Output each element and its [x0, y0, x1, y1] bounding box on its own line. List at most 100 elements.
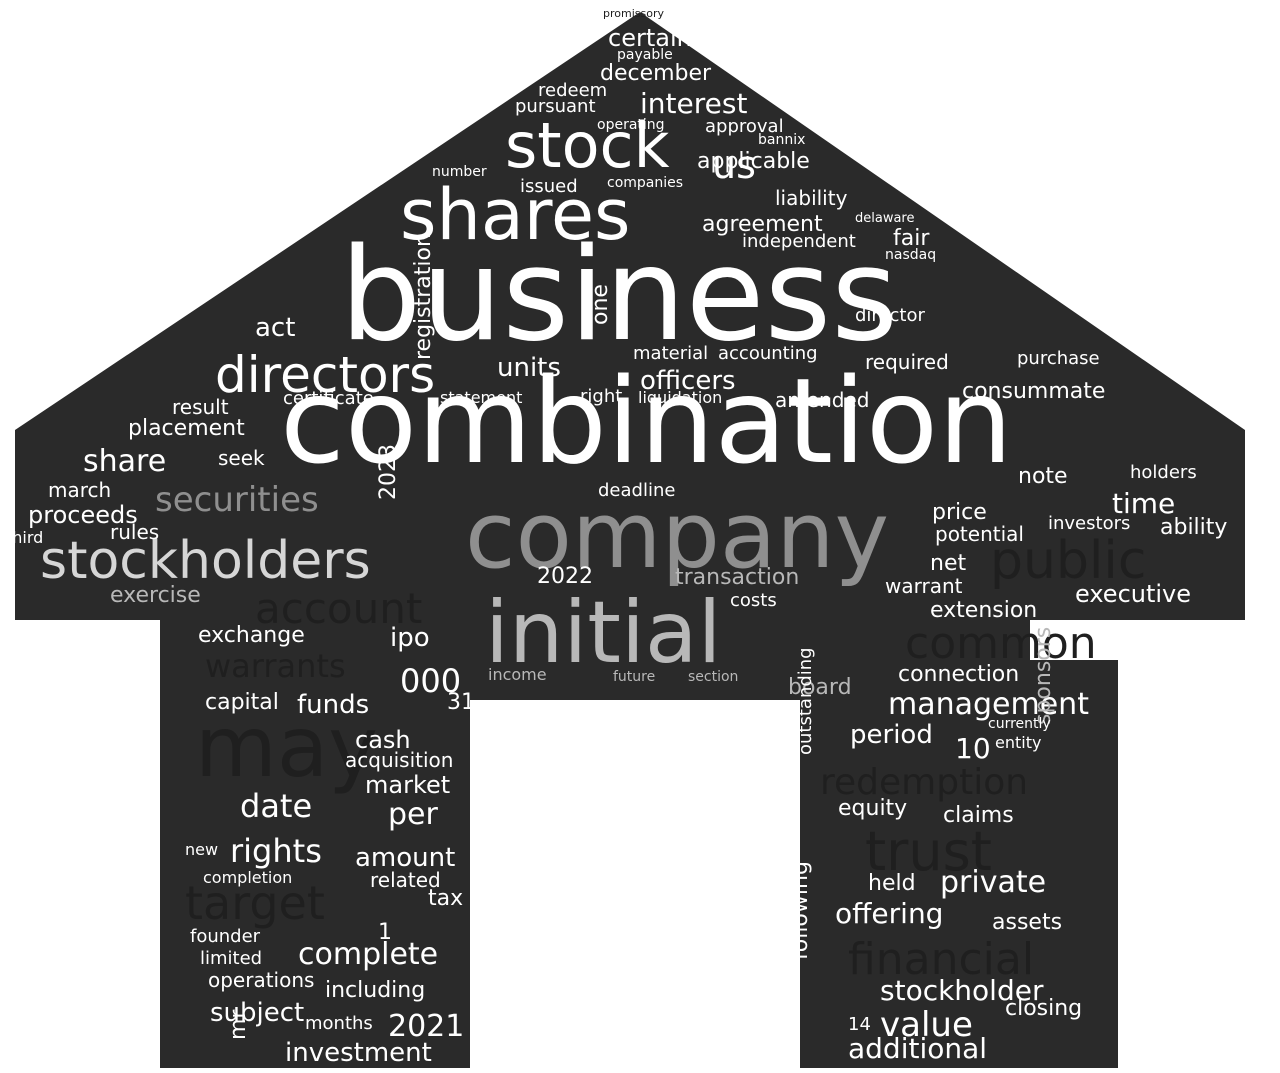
word-ipo: ipo	[390, 623, 430, 653]
word-sponsors: sponsors	[1031, 626, 1056, 725]
word-third: third	[6, 528, 44, 547]
word-promissory: promissory	[603, 7, 664, 20]
word-amended: amended	[775, 388, 870, 412]
word-prior: prior	[1025, 226, 1072, 250]
word-section: section	[688, 669, 739, 685]
word-operating: operating	[597, 117, 665, 133]
word-private: private	[940, 865, 1047, 900]
word-additional: additional	[848, 1032, 988, 1065]
word-consummate: consummate	[962, 379, 1106, 404]
word-date: date	[240, 787, 313, 825]
word-delaware: delaware	[855, 211, 915, 226]
word-future: future	[613, 669, 656, 685]
word-funds: funds	[297, 690, 370, 720]
word-seek: seek	[218, 446, 265, 470]
word-placement: placement	[128, 416, 245, 441]
word-independent: independent	[742, 231, 856, 252]
word-subject: subject	[210, 998, 305, 1028]
word-investors: investors	[1048, 513, 1131, 534]
word-result: result	[172, 395, 229, 419]
word-fair: fair	[893, 226, 930, 251]
word-closing: closing	[1005, 996, 1083, 1021]
word-000: 000	[400, 662, 462, 700]
word-target: target	[185, 876, 325, 930]
word-may: may	[195, 698, 379, 796]
word-mr: mr	[226, 1009, 251, 1040]
word-common: common	[905, 618, 1097, 669]
word-currently: currently	[988, 716, 1051, 732]
word-note: note	[1018, 464, 1068, 489]
word-stockholders: stockholders	[40, 531, 371, 591]
word-time: time	[1112, 487, 1176, 520]
word-acquisition: acquisition	[345, 748, 454, 772]
word-business: business	[340, 221, 898, 370]
word-potential: potential	[935, 522, 1024, 546]
word-proceeds: proceeds	[28, 501, 138, 529]
word-companies: companies	[607, 175, 684, 191]
word-director: director	[855, 305, 925, 326]
word-following: following	[788, 861, 813, 960]
word-outstanding: outstanding	[795, 647, 816, 755]
word-related: related	[370, 868, 441, 892]
word-liquidation: liquidation	[638, 388, 723, 407]
word-pursuant: pursuant	[515, 96, 596, 117]
word-income: income	[488, 665, 547, 684]
word-registration: registration	[411, 233, 436, 360]
word-exchange: exchange	[198, 623, 305, 648]
word-ability: ability	[1160, 515, 1228, 540]
word-combination: combination	[280, 352, 1013, 490]
word-number: number	[432, 164, 487, 180]
word-held: held	[868, 871, 916, 896]
word-purchase: purchase	[1017, 348, 1100, 369]
word-market: market	[365, 771, 451, 799]
word-claims: claims	[943, 803, 1014, 828]
word-public: public	[990, 531, 1147, 591]
word-1: 1	[378, 920, 392, 945]
word-act: act	[255, 313, 296, 343]
word-material: material	[633, 343, 709, 364]
word-certain: certain	[608, 24, 692, 52]
word-2022: 2022	[537, 564, 593, 589]
word-board: board	[788, 675, 852, 700]
word-liability: liability	[775, 186, 848, 210]
word-required: required	[865, 350, 949, 374]
word-one: one	[588, 284, 613, 325]
word-holders: holders	[1130, 462, 1197, 483]
word-amount: amount	[355, 843, 456, 873]
word-certificate: certificate	[283, 388, 374, 409]
word-connection: connection	[898, 662, 1020, 687]
word-approval: approval	[705, 116, 784, 137]
word-equity: equity	[838, 796, 908, 821]
word-march: march	[48, 478, 112, 502]
word-issued: issued	[520, 176, 578, 197]
word-upon: upon	[960, 175, 1031, 208]
word-31: 31	[447, 690, 475, 715]
word-directors: directors	[215, 346, 436, 404]
word-cash: cash	[355, 726, 411, 754]
word-rights: rights	[230, 832, 322, 870]
word-payable: payable	[617, 47, 673, 63]
word-price: price	[932, 500, 987, 525]
word-share: share	[83, 444, 167, 479]
word-accounting: accounting	[718, 343, 818, 364]
word-10: 10	[955, 732, 991, 765]
word-us: us	[712, 143, 756, 187]
word-completion: completion	[203, 868, 293, 887]
word-trust: trust	[865, 820, 992, 883]
word-entity: entity	[995, 733, 1042, 752]
word-officers: officers	[640, 366, 736, 396]
word-december: december	[600, 61, 712, 86]
word-value: value	[880, 1005, 973, 1045]
word-management: management	[888, 687, 1089, 722]
word-exercise: exercise	[110, 583, 201, 608]
word-stock: stock	[505, 109, 670, 182]
word-investment: investment	[285, 1038, 432, 1068]
word-agreement: agreement	[702, 212, 823, 237]
word-deadline: deadline	[598, 480, 676, 501]
word-including: including	[325, 978, 426, 1003]
word-stockholder: stockholder	[880, 974, 1044, 1007]
word-interest: interest	[640, 87, 748, 120]
word-units: units	[497, 353, 561, 383]
